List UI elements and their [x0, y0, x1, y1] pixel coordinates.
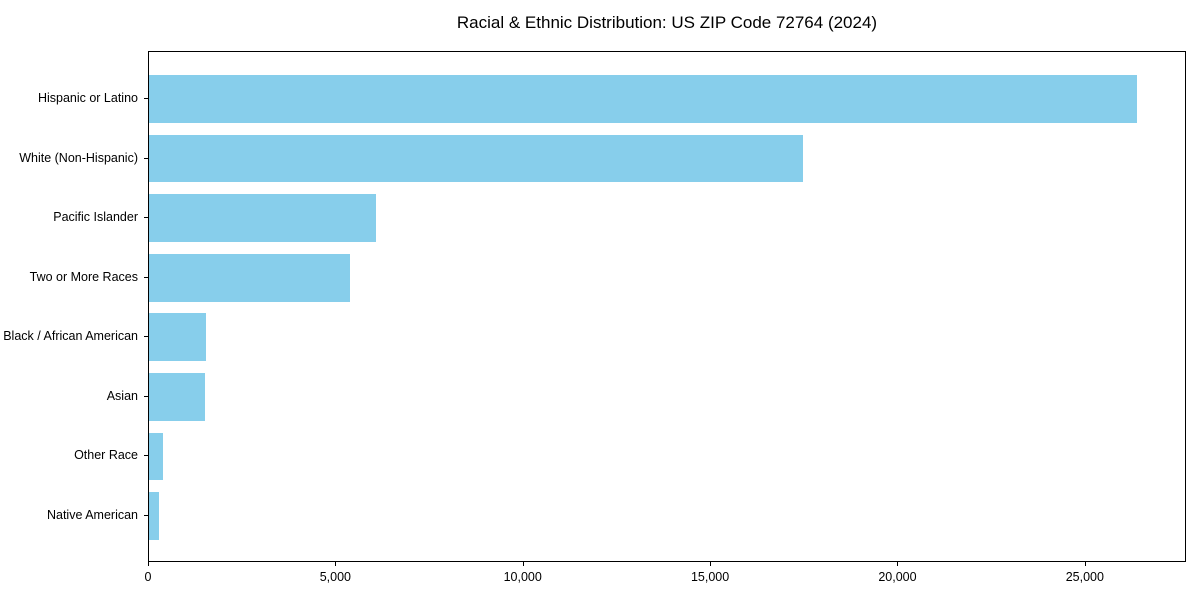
y-tick-label-black-african-american: Black / African American	[3, 329, 138, 344]
bar-two-or-more-races	[149, 253, 350, 302]
bar-white-non-hispanic	[149, 134, 803, 183]
x-tick	[1084, 562, 1086, 566]
y-tick	[144, 395, 148, 397]
bar-asian	[149, 373, 206, 421]
x-tick-label-15000: 15,000	[690, 570, 730, 584]
x-tick-label-5000: 5,000	[319, 570, 351, 584]
y-tick	[144, 514, 148, 516]
plot-area	[148, 51, 1186, 562]
y-tick	[144, 276, 148, 278]
x-tick	[522, 562, 524, 566]
y-tick	[144, 455, 148, 457]
x-tick	[148, 562, 149, 566]
bar-hispanic-or-latino	[149, 75, 1137, 123]
y-tick	[144, 336, 148, 338]
bar-other-race	[149, 432, 164, 481]
y-tick-label-hispanic-or-latino: Hispanic or Latino	[37, 91, 138, 106]
x-tick	[710, 562, 712, 566]
y-tick-label-pacific-islander: Pacific Islander	[53, 210, 138, 225]
bar-native-american	[149, 492, 159, 540]
x-tick-label-25000: 25,000	[1065, 570, 1104, 584]
y-tick-label-other-race: Other Race	[74, 448, 138, 463]
x-tick-label-20000: 20,000	[878, 570, 917, 584]
y-tick-label-white-non-hispanic: White (Non-Hispanic)	[19, 150, 138, 165]
y-tick	[144, 217, 148, 219]
y-tick	[144, 98, 148, 100]
bar-black-african-american	[149, 313, 206, 362]
x-tick-label-0: 0	[144, 570, 152, 584]
x-tick	[335, 562, 337, 566]
chart-title: Racial & Ethnic Distribution: US ZIP Cod…	[456, 13, 878, 32]
x-tick	[897, 562, 899, 566]
y-tick-label-native-american: Native American	[46, 507, 138, 522]
y-tick-label-asian: Asian	[106, 388, 138, 403]
bar-pacific-islander	[149, 194, 376, 242]
y-tick	[144, 157, 148, 159]
x-tick-label-10000: 10,000	[503, 570, 542, 584]
y-tick-label-two-or-more-races: Two or More Races	[29, 269, 138, 284]
